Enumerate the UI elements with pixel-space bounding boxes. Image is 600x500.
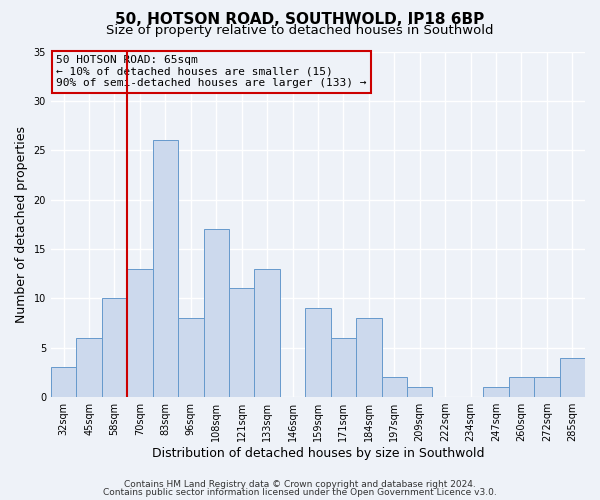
Text: 50, HOTSON ROAD, SOUTHWOLD, IP18 6BP: 50, HOTSON ROAD, SOUTHWOLD, IP18 6BP — [115, 12, 485, 28]
Text: Contains public sector information licensed under the Open Government Licence v3: Contains public sector information licen… — [103, 488, 497, 497]
Bar — [102, 298, 127, 397]
Bar — [229, 288, 254, 397]
X-axis label: Distribution of detached houses by size in Southwold: Distribution of detached houses by size … — [152, 447, 484, 460]
Bar — [534, 378, 560, 397]
Bar — [254, 268, 280, 397]
Text: Contains HM Land Registry data © Crown copyright and database right 2024.: Contains HM Land Registry data © Crown c… — [124, 480, 476, 489]
Y-axis label: Number of detached properties: Number of detached properties — [15, 126, 28, 323]
Bar — [305, 308, 331, 397]
Text: Size of property relative to detached houses in Southwold: Size of property relative to detached ho… — [106, 24, 494, 37]
Bar — [127, 268, 152, 397]
Bar — [356, 318, 382, 397]
Bar — [51, 368, 76, 397]
Bar — [203, 229, 229, 397]
Bar — [152, 140, 178, 397]
Bar — [382, 378, 407, 397]
Bar — [331, 338, 356, 397]
Bar — [509, 378, 534, 397]
Text: 50 HOTSON ROAD: 65sqm
← 10% of detached houses are smaller (15)
90% of semi-deta: 50 HOTSON ROAD: 65sqm ← 10% of detached … — [56, 55, 367, 88]
Bar — [407, 387, 433, 397]
Bar — [76, 338, 102, 397]
Bar — [560, 358, 585, 397]
Bar — [178, 318, 203, 397]
Bar — [483, 387, 509, 397]
